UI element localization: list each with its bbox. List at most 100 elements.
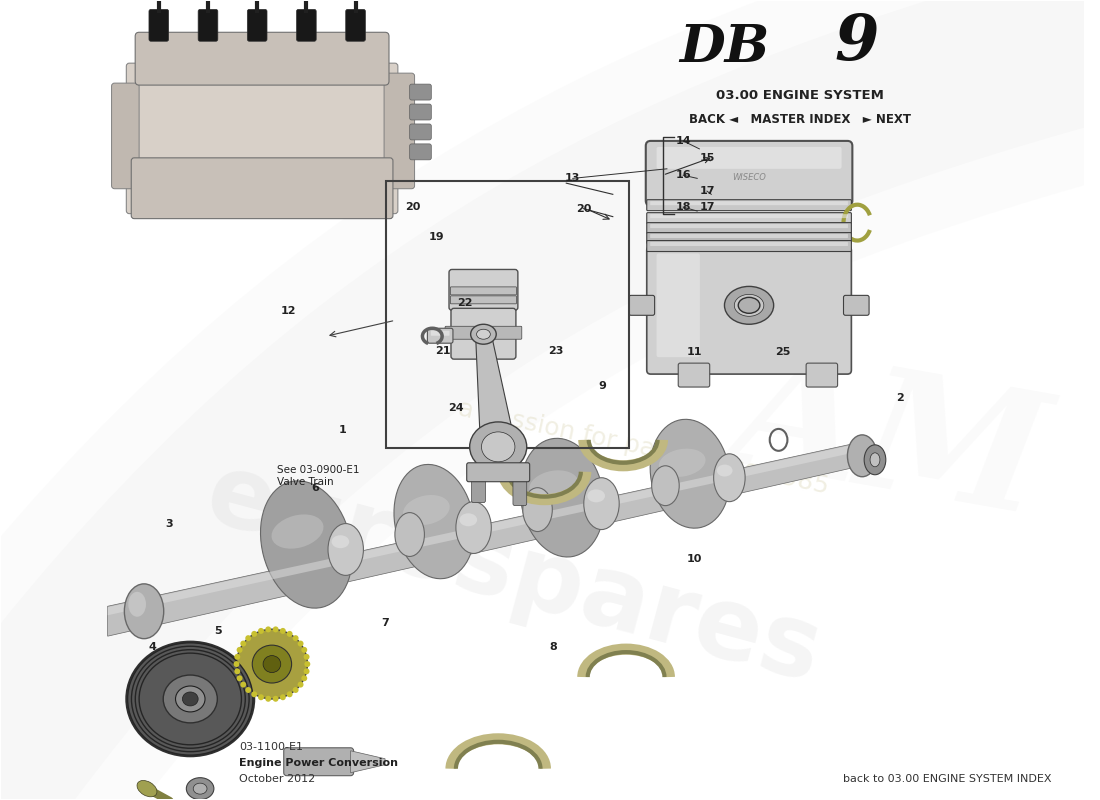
- Ellipse shape: [236, 630, 307, 699]
- Ellipse shape: [273, 626, 278, 632]
- Ellipse shape: [240, 682, 246, 687]
- Ellipse shape: [865, 445, 886, 474]
- Ellipse shape: [870, 453, 880, 466]
- FancyBboxPatch shape: [409, 144, 431, 160]
- Ellipse shape: [126, 642, 254, 756]
- Text: 13: 13: [565, 174, 581, 183]
- FancyBboxPatch shape: [111, 83, 139, 189]
- FancyBboxPatch shape: [131, 158, 393, 218]
- FancyBboxPatch shape: [384, 73, 415, 189]
- Ellipse shape: [298, 682, 304, 687]
- Text: back to 03.00 ENGINE SYSTEM INDEX: back to 03.00 ENGINE SYSTEM INDEX: [843, 774, 1052, 784]
- Ellipse shape: [455, 502, 492, 554]
- FancyBboxPatch shape: [650, 201, 848, 205]
- Ellipse shape: [265, 626, 272, 632]
- Ellipse shape: [394, 465, 474, 578]
- Ellipse shape: [163, 675, 218, 723]
- FancyBboxPatch shape: [126, 63, 398, 214]
- Text: October 2012: October 2012: [240, 774, 316, 784]
- Text: 21: 21: [436, 346, 451, 355]
- Ellipse shape: [471, 324, 496, 344]
- Ellipse shape: [738, 298, 760, 314]
- FancyBboxPatch shape: [647, 241, 851, 251]
- Text: 2: 2: [895, 394, 903, 403]
- Ellipse shape: [403, 495, 450, 525]
- Text: 25: 25: [776, 347, 791, 357]
- Text: 4: 4: [148, 642, 157, 652]
- FancyBboxPatch shape: [449, 270, 518, 310]
- FancyBboxPatch shape: [297, 10, 316, 42]
- Ellipse shape: [236, 647, 242, 653]
- Ellipse shape: [520, 438, 604, 557]
- Ellipse shape: [304, 654, 309, 660]
- Text: 1: 1: [339, 426, 346, 435]
- Text: 14: 14: [675, 136, 691, 146]
- Text: 9: 9: [835, 12, 879, 74]
- FancyBboxPatch shape: [650, 242, 848, 246]
- Text: BACK ◄   MASTER INDEX   ► NEXT: BACK ◄ MASTER INDEX ► NEXT: [689, 113, 911, 126]
- Ellipse shape: [139, 653, 241, 745]
- Polygon shape: [108, 444, 857, 615]
- FancyBboxPatch shape: [472, 477, 485, 502]
- FancyBboxPatch shape: [148, 10, 168, 42]
- FancyBboxPatch shape: [198, 10, 218, 42]
- Ellipse shape: [233, 661, 240, 667]
- FancyBboxPatch shape: [135, 32, 389, 85]
- Text: AM: AM: [720, 333, 1057, 546]
- FancyBboxPatch shape: [657, 254, 700, 357]
- FancyBboxPatch shape: [428, 328, 453, 343]
- Ellipse shape: [584, 478, 619, 530]
- Ellipse shape: [331, 535, 350, 548]
- FancyBboxPatch shape: [409, 84, 431, 100]
- Text: 19: 19: [429, 232, 444, 242]
- Ellipse shape: [183, 692, 198, 706]
- Text: 7: 7: [382, 618, 389, 628]
- Ellipse shape: [131, 646, 249, 752]
- FancyBboxPatch shape: [409, 104, 431, 120]
- FancyBboxPatch shape: [451, 296, 516, 304]
- Ellipse shape: [476, 330, 491, 339]
- Ellipse shape: [186, 778, 213, 800]
- Ellipse shape: [265, 696, 272, 702]
- Ellipse shape: [305, 661, 310, 667]
- FancyBboxPatch shape: [844, 295, 869, 315]
- Text: 23: 23: [548, 346, 563, 355]
- Ellipse shape: [470, 422, 527, 472]
- FancyBboxPatch shape: [806, 363, 837, 387]
- Bar: [386, 181, 629, 448]
- Ellipse shape: [124, 584, 164, 638]
- FancyBboxPatch shape: [650, 224, 848, 228]
- Ellipse shape: [395, 513, 425, 557]
- Text: 20: 20: [405, 202, 420, 212]
- Ellipse shape: [272, 514, 323, 549]
- Ellipse shape: [135, 650, 245, 748]
- Text: 6: 6: [311, 482, 319, 493]
- Ellipse shape: [245, 635, 251, 641]
- Ellipse shape: [717, 465, 733, 477]
- Ellipse shape: [128, 643, 253, 755]
- FancyBboxPatch shape: [451, 287, 516, 295]
- FancyBboxPatch shape: [451, 308, 516, 359]
- Ellipse shape: [258, 628, 264, 634]
- Text: 17: 17: [700, 202, 715, 212]
- FancyBboxPatch shape: [284, 748, 353, 776]
- Text: 03-1100-E1: 03-1100-E1: [240, 742, 304, 752]
- Text: Engine Power Conversion: Engine Power Conversion: [240, 758, 398, 768]
- Ellipse shape: [194, 783, 207, 794]
- FancyBboxPatch shape: [650, 214, 848, 218]
- Ellipse shape: [460, 514, 477, 526]
- Ellipse shape: [651, 466, 679, 506]
- Text: 15: 15: [700, 153, 715, 162]
- FancyBboxPatch shape: [647, 213, 851, 224]
- Text: 5: 5: [214, 626, 221, 636]
- Text: 9: 9: [598, 381, 606, 390]
- Polygon shape: [108, 443, 857, 636]
- FancyBboxPatch shape: [646, 141, 852, 206]
- Ellipse shape: [129, 592, 146, 617]
- Ellipse shape: [245, 687, 251, 693]
- FancyBboxPatch shape: [647, 246, 851, 374]
- Ellipse shape: [251, 691, 257, 698]
- FancyBboxPatch shape: [647, 222, 851, 234]
- Ellipse shape: [659, 449, 705, 477]
- Text: 3: 3: [165, 519, 173, 530]
